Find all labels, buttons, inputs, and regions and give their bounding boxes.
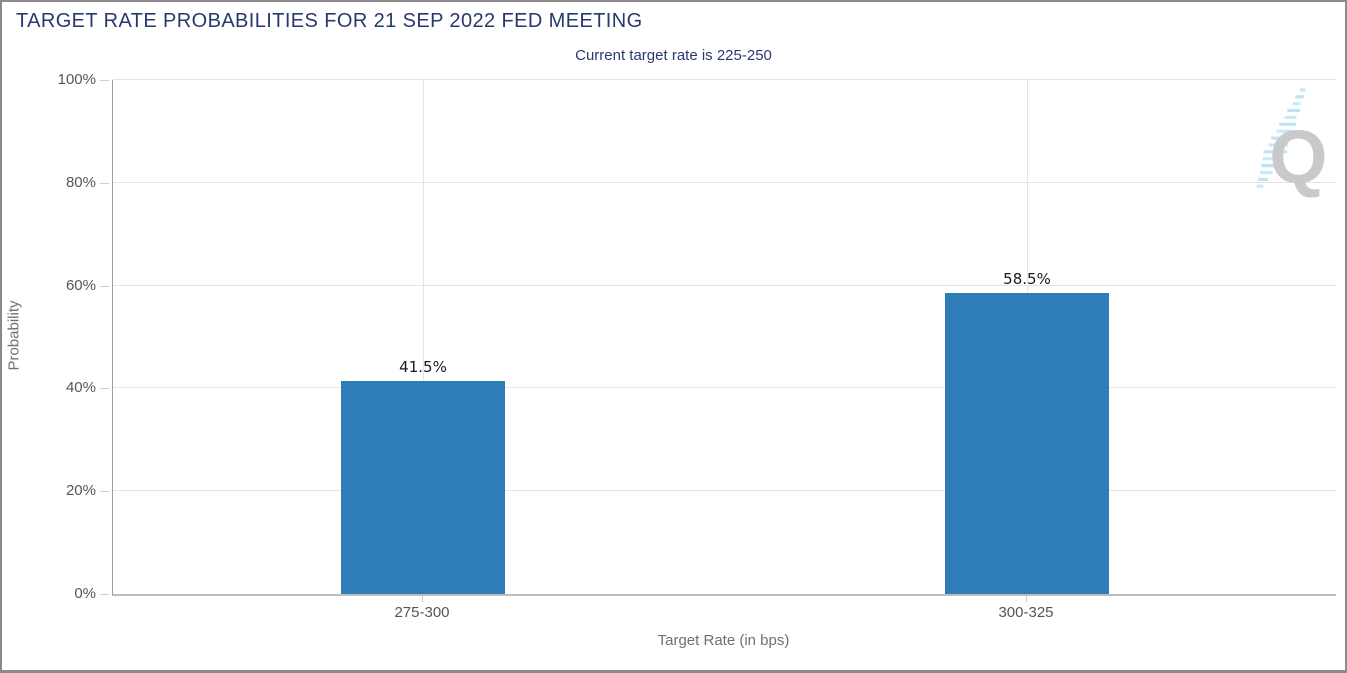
bar-value-label: 58.5% — [1003, 270, 1051, 288]
y-tick-label: 80% — [65, 173, 96, 191]
y-gridline — [113, 490, 1336, 492]
y-tick-mark — [100, 388, 109, 390]
x-tick-label: 300-325 — [998, 604, 1054, 621]
x-tick-mark — [422, 596, 423, 602]
y-gridline — [113, 79, 1336, 80]
y-tick-mark — [100, 80, 109, 81]
x-gridline — [423, 80, 424, 594]
x-tick-mark — [1026, 596, 1027, 602]
bar-300-325[interactable] — [945, 293, 1109, 594]
y-tick-label: 20% — [65, 482, 96, 500]
y-tick-mark — [100, 594, 109, 595]
y-tick-label: 40% — [65, 379, 96, 397]
y-axis-title: Probability — [5, 300, 23, 371]
x-axis-title: Target Rate (in bps) — [657, 632, 790, 649]
bar-275-300[interactable] — [341, 381, 505, 594]
y-gridline — [113, 387, 1336, 389]
y-gridline — [113, 181, 1336, 183]
y-tick-label: 100% — [57, 71, 96, 88]
x-tick-label: 275-300 — [394, 604, 450, 621]
y-tick-mark — [100, 491, 109, 493]
y-tick-mark — [100, 182, 109, 184]
y-gridline — [113, 284, 1336, 286]
plot-area: 41.5% 58.5% — [112, 79, 1336, 596]
y-tick-mark — [100, 285, 109, 287]
y-tick-label: 0% — [74, 585, 96, 602]
bar-value-label: 41.5% — [399, 358, 447, 376]
chart-title: TARGET RATE PROBABILITIES FOR 21 SEP 202… — [16, 10, 643, 32]
chart-subtitle: Current target rate is 225-250 — [575, 47, 772, 64]
y-tick-label: 60% — [65, 276, 96, 294]
